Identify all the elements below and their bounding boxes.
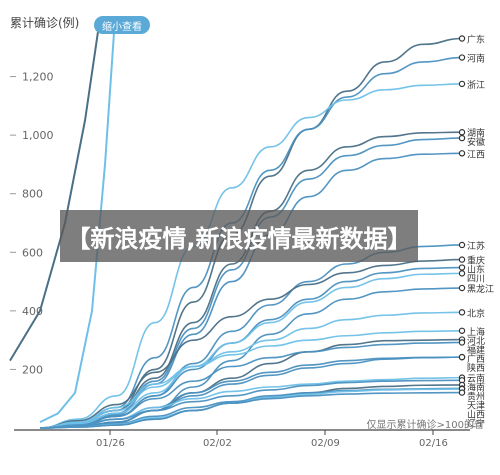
series-label: 浙江: [467, 79, 485, 91]
series-label: 江苏: [467, 240, 485, 252]
series-end-point: [458, 309, 466, 316]
series-label: 陕西: [467, 362, 485, 374]
x-tick-label: 02/09: [311, 438, 340, 449]
series-end-point: [458, 150, 466, 157]
series-label: 北京: [467, 307, 485, 319]
series-end-point: [458, 241, 466, 249]
series-end-point: [458, 327, 466, 334]
y-axis-label: 累计确诊(例): [10, 16, 80, 30]
series-label: 重庆: [467, 255, 485, 267]
y-tick-label: 1,000: [22, 129, 54, 142]
series-line-steep: [39, 17, 116, 424]
y-tick-label: 200: [22, 363, 43, 376]
series-end-point: [458, 129, 466, 136]
title-banner: 【新浪疫情,新浪疫情最新数据】: [60, 210, 418, 262]
series-end-point: [458, 339, 466, 346]
series-line-浙江: [39, 83, 463, 429]
series-line-福建: [39, 341, 463, 429]
series-line-陕西: [39, 356, 463, 429]
series-label: 贵州: [467, 391, 485, 403]
series-label: 湖南: [467, 127, 485, 139]
series-line-江西: [39, 152, 463, 429]
series-label: 广西: [467, 353, 485, 365]
series-label: 河北: [467, 335, 485, 347]
series-end-point: [458, 284, 466, 292]
series-label: 山东: [467, 264, 485, 276]
series-label: 福建: [467, 344, 485, 356]
series-line-上海: [39, 329, 463, 429]
series-end-point: [458, 54, 466, 61]
series-line-辽宁: [39, 391, 463, 429]
series-label: 山西: [467, 410, 485, 421]
series-label: 辽宁: [467, 418, 485, 430]
series-end-point: [458, 270, 466, 277]
y-tick-label: 1,200: [22, 71, 54, 84]
series-label: 黑龙江: [467, 283, 494, 295]
y-tick-label: 800: [22, 188, 43, 201]
series-label: 安徽: [467, 136, 485, 148]
series-end-point: [458, 80, 466, 88]
series-label: 江西: [467, 149, 485, 160]
series-label: 海南: [467, 382, 485, 394]
x-tick-label: 02/02: [203, 438, 232, 449]
y-tick-label: 600: [22, 246, 43, 259]
series-line-四川: [39, 272, 463, 429]
series-end-point: [458, 264, 466, 271]
series-label: 河南: [467, 53, 485, 65]
series-end-point: [458, 389, 466, 396]
series-end-point: [458, 35, 466, 42]
series-label: 四川: [467, 275, 485, 285]
series-label: 云南: [467, 373, 485, 385]
series-end-point: [458, 134, 466, 142]
series-line-海南: [39, 379, 463, 429]
series-end-point: [458, 256, 466, 263]
series-label: 广东: [467, 34, 485, 46]
footnote: 仅显示累计确诊>100的省: [366, 420, 484, 431]
series-line-重庆: [39, 258, 463, 429]
x-tick-label: 02/16: [419, 438, 448, 449]
x-tick-label: 01/26: [96, 438, 125, 449]
series-end-point: [458, 353, 466, 361]
series-line-北京: [39, 311, 463, 429]
series-label: 上海: [467, 326, 485, 338]
zoom-out-button[interactable]: 缩小查看: [94, 16, 150, 34]
series-label: 天津: [467, 401, 485, 412]
series-line-河北: [39, 338, 463, 429]
